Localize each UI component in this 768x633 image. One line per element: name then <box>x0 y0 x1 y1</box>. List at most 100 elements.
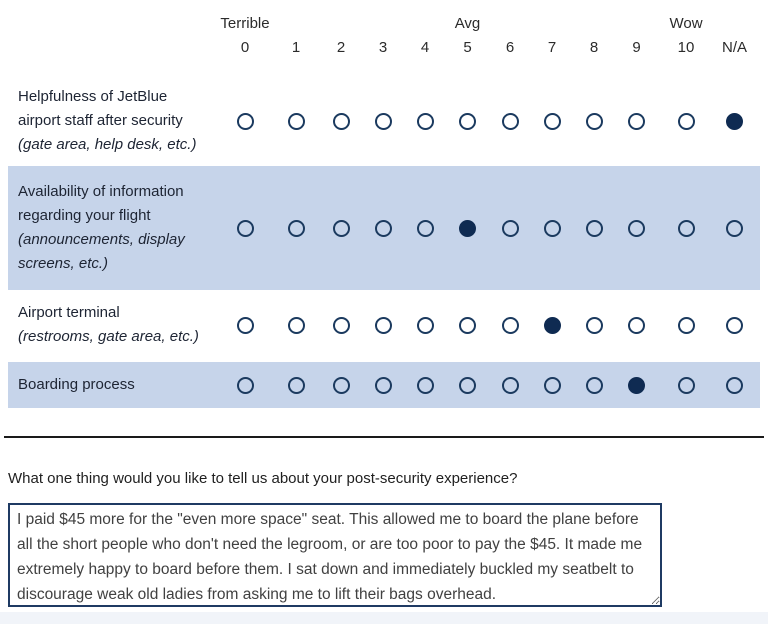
radio-row1-N/A[interactable] <box>726 219 743 237</box>
radio-row2-3[interactable] <box>374 316 392 334</box>
row-sublabel-text: (gate area, help desk, etc.) <box>18 136 197 153</box>
scale-anchor-10: Wow <box>669 14 703 32</box>
radio-cell-row2-7 <box>531 316 573 334</box>
radio-cell-row1-1 <box>272 219 320 237</box>
row-label: Boarding process <box>8 373 218 397</box>
radio-row0-5[interactable] <box>459 112 476 130</box>
radio-cell-row2-10 <box>658 316 714 334</box>
scale-anchors-row: Terrible Avg Wow <box>8 12 760 34</box>
radio-row3-3[interactable] <box>374 376 392 394</box>
scale-number-N/A: N/A <box>721 38 747 56</box>
radio-cell-row3-8 <box>573 376 615 394</box>
open-response-textarea[interactable]: I paid $45 more for the "even more space… <box>8 503 662 607</box>
radio-cell-row3-10 <box>658 376 714 394</box>
radio-cell-row1-2 <box>320 219 362 237</box>
radio-row2-2[interactable] <box>332 316 350 334</box>
radio-cell-row2-1 <box>272 316 320 334</box>
scale-number-cell-6: 6 <box>489 39 531 56</box>
radio-row1-8[interactable] <box>585 219 603 237</box>
radio-row0-10[interactable] <box>677 112 695 130</box>
radio-row1-5[interactable] <box>459 219 476 237</box>
matrix-row-1: Availability of information regarding yo… <box>8 166 760 290</box>
scale-number-0: 0 <box>240 38 250 56</box>
radio-row1-10[interactable] <box>677 219 695 237</box>
radio-row0-1[interactable] <box>287 112 305 130</box>
radio-row3-6[interactable] <box>501 376 519 394</box>
radio-cell-row0-4 <box>404 112 446 130</box>
radio-cell-row1-10 <box>658 219 714 237</box>
row-label: Airport terminal (restrooms, gate area, e… <box>8 301 218 349</box>
radio-row3-10[interactable] <box>677 376 695 394</box>
radio-row3-5[interactable] <box>459 376 476 394</box>
row-label: Availability of information regarding yo… <box>8 180 218 276</box>
radio-row1-6[interactable] <box>501 219 519 237</box>
radio-row3-0[interactable] <box>236 376 254 394</box>
radio-row0-N/A[interactable] <box>726 112 743 130</box>
open-question-label: What one thing would you like to tell us… <box>8 470 518 487</box>
radio-row1-1[interactable] <box>287 219 305 237</box>
row-label: Helpfulness of JetBlue airport staff aft… <box>8 85 218 157</box>
scale-number-5: 5 <box>463 38 472 56</box>
radio-row2-5[interactable] <box>459 316 476 334</box>
radio-row0-3[interactable] <box>374 112 392 130</box>
scale-number-cell-1: 1 <box>272 39 320 56</box>
radio-row1-4[interactable] <box>416 219 434 237</box>
scale-number-7: 7 <box>547 38 557 56</box>
row-label-text: Helpfulness of JetBlue airport staff aft… <box>18 88 183 129</box>
scale-number-cell-2: 2 <box>320 39 362 56</box>
radio-row0-8[interactable] <box>585 112 603 130</box>
radio-row0-7[interactable] <box>543 112 561 130</box>
radio-cell-row0-10 <box>658 112 714 130</box>
radio-cell-row1-5 <box>446 219 489 237</box>
radio-row1-7[interactable] <box>543 219 561 237</box>
radio-row1-0[interactable] <box>236 219 254 237</box>
radio-row3-2[interactable] <box>332 376 350 394</box>
radio-row3-7[interactable] <box>543 376 561 394</box>
radio-cell-row1-7 <box>531 219 573 237</box>
radio-row1-2[interactable] <box>332 219 350 237</box>
radio-row2-0[interactable] <box>236 316 254 334</box>
radio-row0-0[interactable] <box>236 112 254 130</box>
row-label-text: Availability of information regarding yo… <box>18 183 184 224</box>
scale-anchor-0: Terrible <box>220 14 270 32</box>
row-sublabel-text: (announcements, display screens, etc.) <box>18 231 185 272</box>
scale-number-9: 9 <box>632 38 641 56</box>
radio-row1-9[interactable] <box>628 219 645 237</box>
radio-row3-N/A[interactable] <box>726 376 743 394</box>
radio-row3-4[interactable] <box>416 376 434 394</box>
radio-row2-8[interactable] <box>585 316 603 334</box>
radio-cell-row0-0 <box>218 112 272 130</box>
radio-cell-row0-8 <box>573 112 615 130</box>
radio-row3-9[interactable] <box>628 376 645 394</box>
radio-cell-row0-6 <box>489 112 531 130</box>
radio-cell-row0-3 <box>362 112 404 130</box>
scale-anchor-cell-0: Terrible <box>218 15 272 32</box>
scale-number-6: 6 <box>505 38 515 56</box>
radio-row0-4[interactable] <box>416 112 434 130</box>
radio-row2-6[interactable] <box>501 316 519 334</box>
radio-row0-2[interactable] <box>332 112 350 130</box>
radio-row3-8[interactable] <box>585 376 603 394</box>
radio-cell-row1-6 <box>489 219 531 237</box>
radio-row2-N/A[interactable] <box>726 316 743 334</box>
radio-row2-1[interactable] <box>287 316 305 334</box>
row-label-text: Airport terminal <box>18 304 120 321</box>
scale-number-8: 8 <box>589 38 599 56</box>
radio-row2-7[interactable] <box>543 316 561 334</box>
radio-row1-3[interactable] <box>374 219 392 237</box>
radio-row2-4[interactable] <box>416 316 434 334</box>
radio-row0-6[interactable] <box>501 112 519 130</box>
scale-number-cell-7: 7 <box>531 39 573 56</box>
radio-row0-9[interactable] <box>628 112 645 130</box>
radio-cell-row1-4 <box>404 219 446 237</box>
matrix-row-0: Helpfulness of JetBlue airport staff aft… <box>8 76 760 166</box>
radio-row2-9[interactable] <box>628 316 645 334</box>
radio-row3-1[interactable] <box>287 376 305 394</box>
radio-cell-row1-0 <box>218 219 272 237</box>
radio-row2-10[interactable] <box>677 316 695 334</box>
scale-number-cell-9: 9 <box>615 39 658 56</box>
radio-cell-row1-8 <box>573 219 615 237</box>
scale-number-cell-0: 0 <box>218 39 272 56</box>
radio-cell-row0-N/A <box>714 112 755 130</box>
